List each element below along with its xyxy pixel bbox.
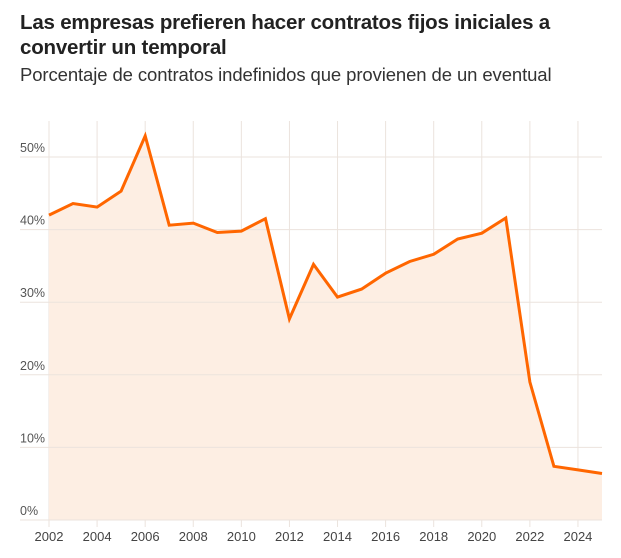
x-axis-labels: 2002 2004 2006 2008 2010 2012 2014 2016 2018 2020… (35, 529, 593, 544)
x-tick-label: 2018 (419, 529, 448, 544)
area-fill (49, 135, 602, 520)
x-tick-label: 2022 (515, 529, 544, 544)
x-tick-label: 2012 (275, 529, 304, 544)
y-tick-label: 30% (20, 286, 45, 300)
y-tick-label: 50% (20, 141, 45, 155)
x-tick-label: 2024 (563, 529, 592, 544)
y-axis-labels: 0% 10% 20% 30% 40% 50% (20, 141, 45, 518)
chart-title: Las empresas prefieren hacer contratos f… (20, 11, 551, 59)
x-tick-label: 2016 (371, 529, 400, 544)
y-tick-label: 10% (20, 431, 45, 445)
x-tick-label: 2020 (467, 529, 496, 544)
x-tick-label: 2002 (35, 529, 64, 544)
x-tick-label: 2010 (227, 529, 256, 544)
x-tick-label: 2006 (131, 529, 160, 544)
y-tick-label: 20% (20, 359, 45, 373)
x-tick-label: 2004 (83, 529, 112, 544)
x-tick-label: 2008 (179, 529, 208, 544)
series-line (48, 131, 603, 475)
y-tick-label: 0% (20, 504, 38, 518)
y-tick-label: 40% (20, 214, 45, 228)
x-tick-label: 2014 (323, 529, 352, 544)
horizontal-gridlines (20, 156, 602, 521)
chart-subtitle: Porcentaje de contratos indefinidos que … (20, 64, 552, 85)
